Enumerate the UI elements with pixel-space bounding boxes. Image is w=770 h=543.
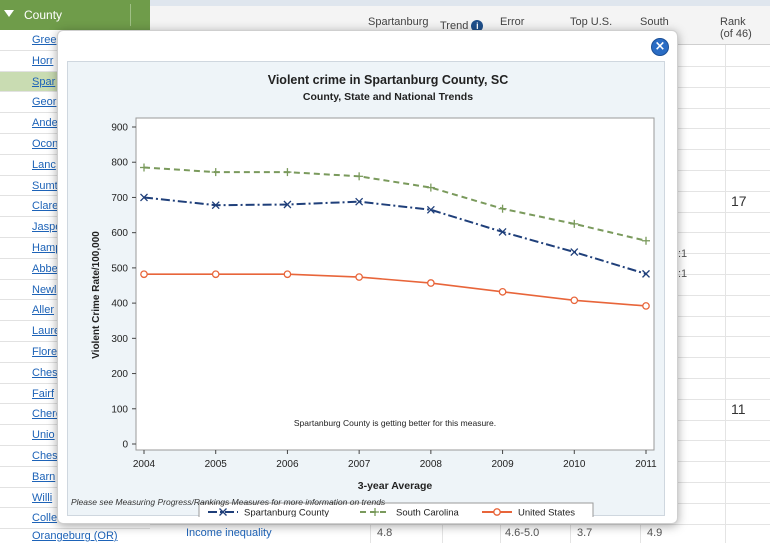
x-tick-label: 2008 — [420, 459, 443, 470]
x-tick-label: 2011 — [635, 459, 657, 470]
county-column-header[interactable]: County — [0, 0, 150, 30]
data-point — [211, 201, 220, 210]
rank-value: 11 — [731, 401, 746, 417]
legend-marker — [219, 508, 227, 516]
legend-marker — [371, 508, 379, 516]
data-point — [642, 269, 650, 278]
y-tick-label: 300 — [111, 334, 128, 345]
top-us-value: 3.7 — [577, 527, 593, 539]
rank-value: 17 — [731, 193, 747, 209]
chart-panel: Violent crime in Spartanburg County, SC … — [67, 61, 665, 518]
ratio-value: :1 — [678, 268, 688, 280]
chart-title: Violent crime in Spartanburg County, SC — [268, 73, 509, 87]
error-margin-value: 4.6-5.0 — [505, 527, 540, 539]
y-tick-label: 800 — [111, 158, 128, 169]
y-tick-label: 700 — [111, 193, 128, 204]
data-point — [498, 228, 507, 236]
y-tick-label: 200 — [111, 369, 128, 380]
chart-subtitle: County, State and National Trends — [303, 91, 473, 103]
county-link[interactable]: Colle — [0, 508, 150, 530]
series-layer — [140, 163, 650, 310]
y-tick-label: 0 — [122, 440, 128, 451]
data-point — [570, 248, 579, 256]
series-line — [143, 166, 647, 242]
trend-header: Trend i — [440, 20, 484, 33]
county-header-label: County — [24, 8, 63, 22]
series-0 — [140, 193, 650, 278]
state-value: 4.9 — [647, 527, 663, 539]
x-tick-label: 2009 — [491, 459, 514, 470]
chart-footnote: Please see Measuring Progress/Rankings M… — [71, 497, 386, 507]
rank-header: Rank (of 46) — [720, 16, 752, 40]
data-point — [283, 168, 292, 177]
data-point — [642, 302, 650, 310]
y-tick-label: 600 — [111, 228, 128, 239]
state-header: South — [640, 16, 669, 28]
y-tick-label: 900 — [111, 123, 128, 134]
x-axis-label: 3-year Average — [358, 480, 433, 492]
legend: Spartanburg County South Carolina United S… — [208, 508, 575, 518]
x-tick-label: 2006 — [276, 459, 299, 470]
data-point — [355, 273, 363, 281]
data-point — [211, 168, 220, 177]
data-point — [498, 204, 507, 213]
data-point — [642, 236, 650, 245]
data-point — [211, 270, 220, 279]
top-us-header: Top U.S. — [570, 16, 613, 28]
axes: 0 100 200 300 400 500 600 700 800 900 2004 2005 2006… — [111, 123, 657, 471]
data-point — [283, 270, 292, 279]
series-line — [144, 273, 647, 307]
measure-link-income-inequality[interactable]: Income inequality — [186, 527, 272, 539]
data-point — [427, 279, 435, 287]
trend-header-label: Trend — [440, 20, 469, 32]
sort-arrow-icon[interactable] — [4, 10, 14, 17]
series-1 — [140, 163, 650, 245]
close-icon[interactable]: × — [651, 38, 669, 56]
column-divider — [725, 45, 726, 543]
chart-annotation: Spartanburg County is getting better for… — [294, 418, 496, 428]
y-tick-label: 500 — [111, 263, 128, 274]
x-tick-label: 2010 — [563, 459, 586, 470]
series-2 — [140, 270, 650, 310]
trend-line-chart: Violent crime in Spartanburg County, SC … — [91, 73, 657, 518]
legend-marker — [493, 508, 501, 516]
plot-area — [135, 117, 655, 451]
column-divider — [130, 4, 144, 26]
table-row-divider — [150, 523, 770, 525]
series-line — [143, 196, 647, 275]
data-point — [140, 270, 148, 279]
data-point — [426, 183, 435, 192]
data-point — [283, 200, 292, 209]
info-icon[interactable]: i — [471, 20, 484, 33]
legend-label: Spartanburg County — [244, 508, 329, 518]
y-tick-label: 100 — [111, 404, 128, 415]
legend-label: South Carolina — [396, 508, 460, 518]
ratio-value: :1 — [678, 248, 688, 260]
data-point — [355, 197, 364, 206]
data-point — [140, 163, 148, 172]
rank-header-sub: (of 46) — [720, 28, 752, 40]
legend-label: United States — [518, 508, 575, 518]
error-margin-header: Error — [500, 16, 525, 28]
x-tick-label: 2004 — [133, 459, 156, 470]
data-point — [426, 205, 435, 214]
county-link-orangeburg[interactable]: Orangeburg (OR) — [32, 530, 118, 542]
trend-chart-modal: × Violent crime in Spartanburg County, S… — [57, 30, 678, 524]
data-point — [570, 219, 579, 228]
x-tick-label: 2005 — [205, 459, 228, 470]
y-axis-label: Violent Crime Rate/100,000 — [91, 231, 102, 359]
data-point — [355, 172, 364, 181]
data-point — [498, 287, 507, 296]
data-point — [570, 296, 579, 305]
data-point — [140, 193, 148, 202]
y-tick-label: 400 — [111, 299, 128, 310]
rank-header-label: Rank — [720, 16, 746, 28]
county-value-header: Spartanburg — [368, 16, 429, 28]
county-value: 4.8 — [377, 527, 393, 539]
x-tick-label: 2007 — [348, 459, 371, 470]
